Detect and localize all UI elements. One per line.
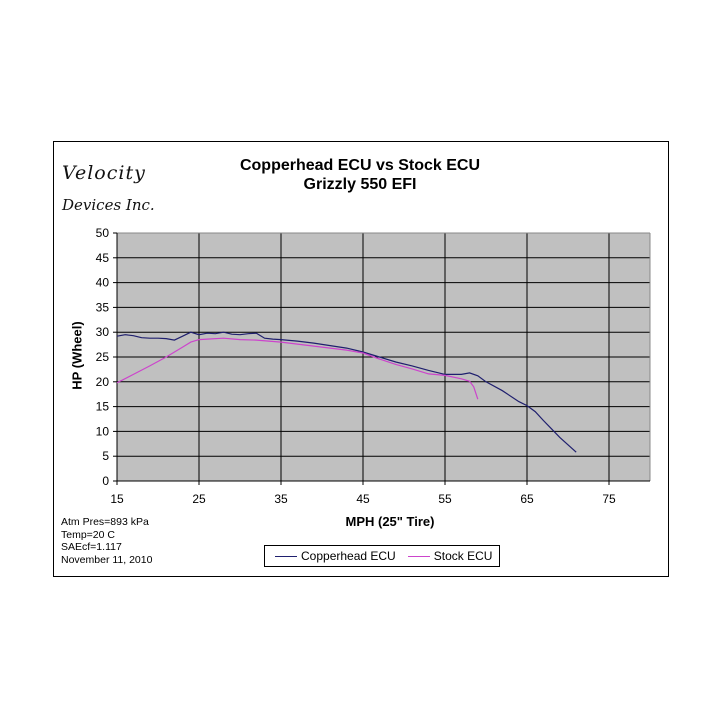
y-tick-label: 5 bbox=[102, 449, 109, 463]
y-tick-label: 40 bbox=[96, 276, 110, 290]
legend: Copperhead ECU Stock ECU bbox=[264, 545, 500, 567]
legend-swatch-copperhead bbox=[275, 555, 297, 557]
x-tick-label: 25 bbox=[192, 492, 206, 506]
x-axis-label: MPH (25" Tire) bbox=[345, 514, 435, 529]
y-tick-label: 20 bbox=[96, 375, 110, 389]
brand-line-2: Devices Inc. bbox=[62, 196, 155, 214]
y-tick-label: 35 bbox=[96, 300, 110, 314]
x-tick-label: 15 bbox=[110, 492, 124, 506]
y-tick-label: 15 bbox=[96, 400, 110, 414]
x-tick-label: 35 bbox=[274, 492, 288, 506]
y-tick-label: 30 bbox=[96, 325, 110, 339]
y-tick-label: 10 bbox=[96, 424, 110, 438]
note-temperature: Temp=20 C bbox=[61, 528, 115, 541]
x-tick-label: 65 bbox=[520, 492, 534, 506]
chart-subtitle: Grizzly 550 EFI bbox=[303, 176, 417, 193]
x-tick-label: 55 bbox=[438, 492, 452, 506]
legend-swatch-stock bbox=[407, 555, 430, 557]
y-axis-label: HP (Wheel) bbox=[69, 321, 85, 390]
y-tick-label: 50 bbox=[96, 226, 110, 240]
chart-title: Copperhead ECU vs Stock ECU Grizzly 550 … bbox=[180, 156, 540, 194]
note-atm-pressure: Atm Pres=893 kPa bbox=[61, 516, 149, 528]
series-line-copperhead bbox=[116, 331, 577, 453]
note-date: November 11, 2010 bbox=[61, 553, 153, 566]
brand-line-1: Velocity bbox=[62, 162, 146, 184]
y-tick-label: 45 bbox=[96, 251, 110, 265]
x-tick-label: 75 bbox=[602, 492, 616, 506]
y-tick-label: 25 bbox=[96, 350, 110, 364]
test-conditions: Atm Pres=893 kPa Temp=20 C SAEcf=1.117 N… bbox=[61, 516, 152, 566]
y-tick-label: 0 bbox=[102, 474, 109, 488]
legend-item-stock: Stock ECU bbox=[407, 549, 493, 563]
legend-item-copperhead: Copperhead ECU bbox=[275, 549, 396, 563]
x-tick-label: 45 bbox=[356, 492, 370, 506]
chart-title-main: Copperhead ECU vs Stock ECU bbox=[239, 157, 481, 174]
series-line-stock bbox=[116, 337, 479, 400]
legend-label-copperhead: Copperhead ECU bbox=[301, 549, 396, 563]
note-sae-correction: SAEcf=1.117 bbox=[61, 541, 122, 553]
legend-label-stock: Stock ECU bbox=[433, 549, 493, 563]
